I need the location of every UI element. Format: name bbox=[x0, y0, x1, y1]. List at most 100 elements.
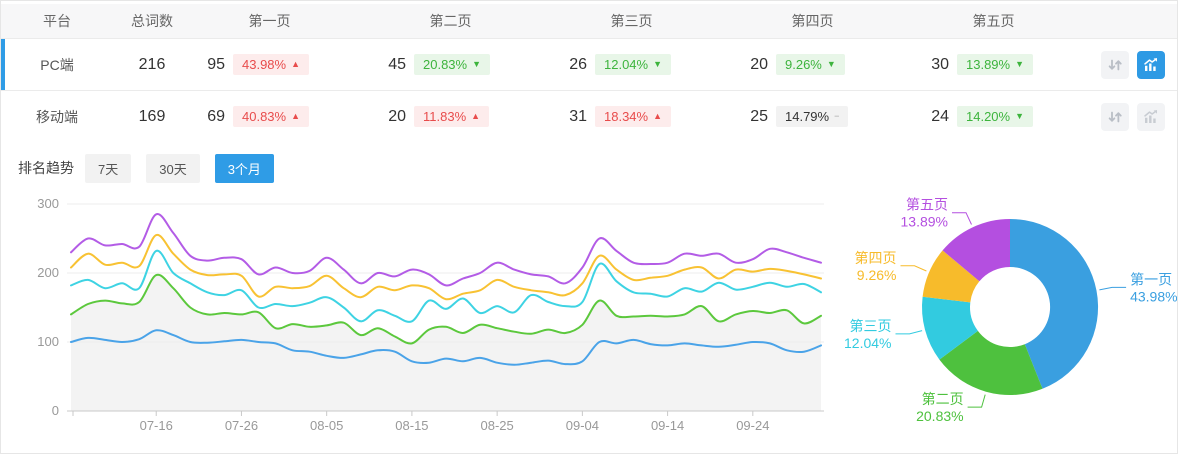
donut-slice-2[interactable] bbox=[921, 296, 978, 360]
sort-arrows-icon bbox=[1108, 59, 1122, 70]
page4-count: 25 bbox=[750, 107, 768, 125]
trend-chart-button[interactable] bbox=[1137, 50, 1165, 79]
table-row-pc[interactable]: PC端 216 95 43.98% ▲ 45 20.83% ▼ 26 12.04% ▼… bbox=[1, 38, 1177, 90]
donut-slice-1[interactable] bbox=[938, 330, 1043, 396]
rank-table: 平台 总词数 第一页 第二页 第三页 第四页 第五页 PC端 216 95 43… bbox=[1, 4, 1177, 142]
donut-label-name-2: 第三页 bbox=[849, 318, 891, 334]
platform-label: PC端 bbox=[40, 56, 74, 73]
x-tick-label: 07-26 bbox=[225, 418, 258, 433]
selected-row-indicator bbox=[1, 39, 5, 90]
page3-count: 26 bbox=[569, 55, 587, 73]
label-leader-line bbox=[951, 212, 972, 225]
trend-arrow-icon: ▲ bbox=[653, 111, 663, 121]
donut-slice-0[interactable] bbox=[1009, 218, 1098, 389]
trend-arrow-icon: ▼ bbox=[826, 59, 836, 69]
label-leader-line bbox=[900, 265, 927, 272]
header-page-1: 第一页 bbox=[248, 13, 291, 29]
page5-percent-badge: 14.20% ▼ bbox=[957, 106, 1034, 127]
page3-count: 31 bbox=[569, 107, 587, 125]
sort-arrows-icon bbox=[1108, 111, 1122, 122]
page3-percent-badge: 18.34% ▲ bbox=[595, 106, 672, 127]
header-total-words: 总词数 bbox=[131, 13, 173, 29]
table-header: 平台 总词数 第一页 第二页 第三页 第四页 第五页 bbox=[1, 4, 1177, 38]
flat-dash-icon: − bbox=[834, 111, 840, 121]
trend-section-title: 排名趋势 bbox=[18, 160, 74, 176]
trend-line-series-1 bbox=[70, 273, 822, 345]
platform-label: 移动端 bbox=[36, 108, 78, 125]
trend-arrow-icon: ▲ bbox=[471, 111, 481, 121]
donut-label-name-1: 第二页 bbox=[921, 391, 963, 407]
y-tick-label: 300 bbox=[37, 196, 59, 211]
page2-count: 20 bbox=[388, 107, 406, 125]
header-page-3: 第三页 bbox=[610, 13, 653, 29]
donut-label-name-4: 第五页 bbox=[906, 197, 948, 213]
page1-count: 69 bbox=[207, 107, 225, 125]
trend-arrow-icon: ▼ bbox=[1015, 111, 1025, 121]
rank-trend-line-chart: 爱站网07-1607-2608-0508-1508-2509-0409-1409… bbox=[37, 196, 824, 433]
trend-chart-icon bbox=[1144, 109, 1157, 123]
y-tick-label: 0 bbox=[52, 403, 59, 418]
table-row-mobile[interactable]: 移动端 169 69 40.83% ▲ 20 11.83% ▲ 31 18.34% ▲… bbox=[1, 90, 1177, 142]
page3-percent-badge: 12.04% ▼ bbox=[595, 54, 672, 75]
label-leader-line bbox=[967, 394, 986, 408]
y-tick-label: 100 bbox=[37, 334, 59, 349]
donut-label-percent-0: 43.98% bbox=[1130, 288, 1177, 304]
trend-toolbar: 排名趋势 7天 30天 3个月 bbox=[1, 153, 1177, 183]
trend-arrow-icon: ▼ bbox=[653, 59, 663, 69]
trend-line-series-3 bbox=[70, 234, 822, 301]
area-fill bbox=[71, 274, 821, 411]
donut-slice-4[interactable] bbox=[942, 219, 1010, 282]
x-tick-label: 09-14 bbox=[651, 418, 684, 433]
header-platform: 平台 bbox=[43, 13, 71, 29]
trend-line-series-4 bbox=[70, 213, 822, 287]
tab-7-days[interactable]: 7天 bbox=[85, 153, 132, 183]
x-tick-label: 08-25 bbox=[481, 418, 514, 433]
x-tick-label: 07-16 bbox=[140, 418, 173, 433]
page2-percent-badge: 11.83% ▲ bbox=[414, 106, 490, 127]
tab-3-months[interactable]: 3个月 bbox=[214, 153, 274, 183]
trend-arrow-icon: ▼ bbox=[472, 59, 482, 69]
donut-label-name-3: 第四页 bbox=[854, 250, 896, 266]
page5-count: 24 bbox=[931, 107, 949, 125]
x-tick-label: 08-15 bbox=[395, 418, 428, 433]
header-page-5: 第五页 bbox=[972, 13, 1015, 29]
header-page-4: 第四页 bbox=[791, 13, 834, 29]
tab-30-days[interactable]: 30天 bbox=[146, 153, 200, 183]
label-leader-line bbox=[895, 330, 922, 335]
trend-line-series-2 bbox=[70, 249, 822, 323]
header-page-2: 第二页 bbox=[429, 13, 472, 29]
y-tick-label: 200 bbox=[37, 265, 59, 280]
page2-count: 45 bbox=[388, 55, 406, 73]
sort-button[interactable] bbox=[1101, 102, 1129, 131]
page5-count: 30 bbox=[931, 55, 949, 73]
donut-label-percent-3: 9.26% bbox=[856, 267, 896, 283]
trend-arrow-icon: ▼ bbox=[1015, 59, 1025, 69]
page4-percent-badge: 9.26% ▼ bbox=[776, 54, 845, 75]
x-tick-label: 09-24 bbox=[736, 418, 769, 433]
donut-label-percent-2: 12.04% bbox=[844, 335, 891, 351]
trend-chart-icon bbox=[1144, 57, 1157, 71]
total-words-value: 169 bbox=[138, 107, 166, 125]
page1-count: 95 bbox=[207, 55, 225, 73]
donut-label-percent-4: 13.89% bbox=[900, 214, 947, 230]
trend-line-series-0 bbox=[70, 329, 822, 366]
charts-area: 爱站网07-1607-2608-0508-1508-2509-0409-1409… bbox=[1, 189, 1177, 453]
trend-arrow-icon: ▲ bbox=[291, 59, 301, 69]
page1-percent-badge: 43.98% ▲ bbox=[233, 54, 310, 75]
sort-button[interactable] bbox=[1101, 50, 1129, 79]
donut-slice-3[interactable] bbox=[922, 250, 979, 303]
page1-percent-badge: 40.83% ▲ bbox=[233, 106, 310, 127]
trend-chart-button[interactable] bbox=[1137, 102, 1165, 131]
page4-percent-badge: 14.79% − bbox=[776, 106, 849, 127]
x-tick-label: 08-05 bbox=[310, 418, 343, 433]
trend-arrow-icon: ▲ bbox=[291, 111, 301, 121]
donut-label-name-0: 第一页 bbox=[1130, 271, 1172, 287]
x-tick-label: 09-04 bbox=[566, 418, 599, 433]
total-words-value: 216 bbox=[138, 55, 166, 73]
page4-count: 20 bbox=[750, 55, 768, 73]
donut-label-percent-1: 20.83% bbox=[916, 408, 963, 424]
page2-percent-badge: 20.83% ▼ bbox=[414, 54, 491, 75]
label-leader-line bbox=[1098, 286, 1126, 291]
